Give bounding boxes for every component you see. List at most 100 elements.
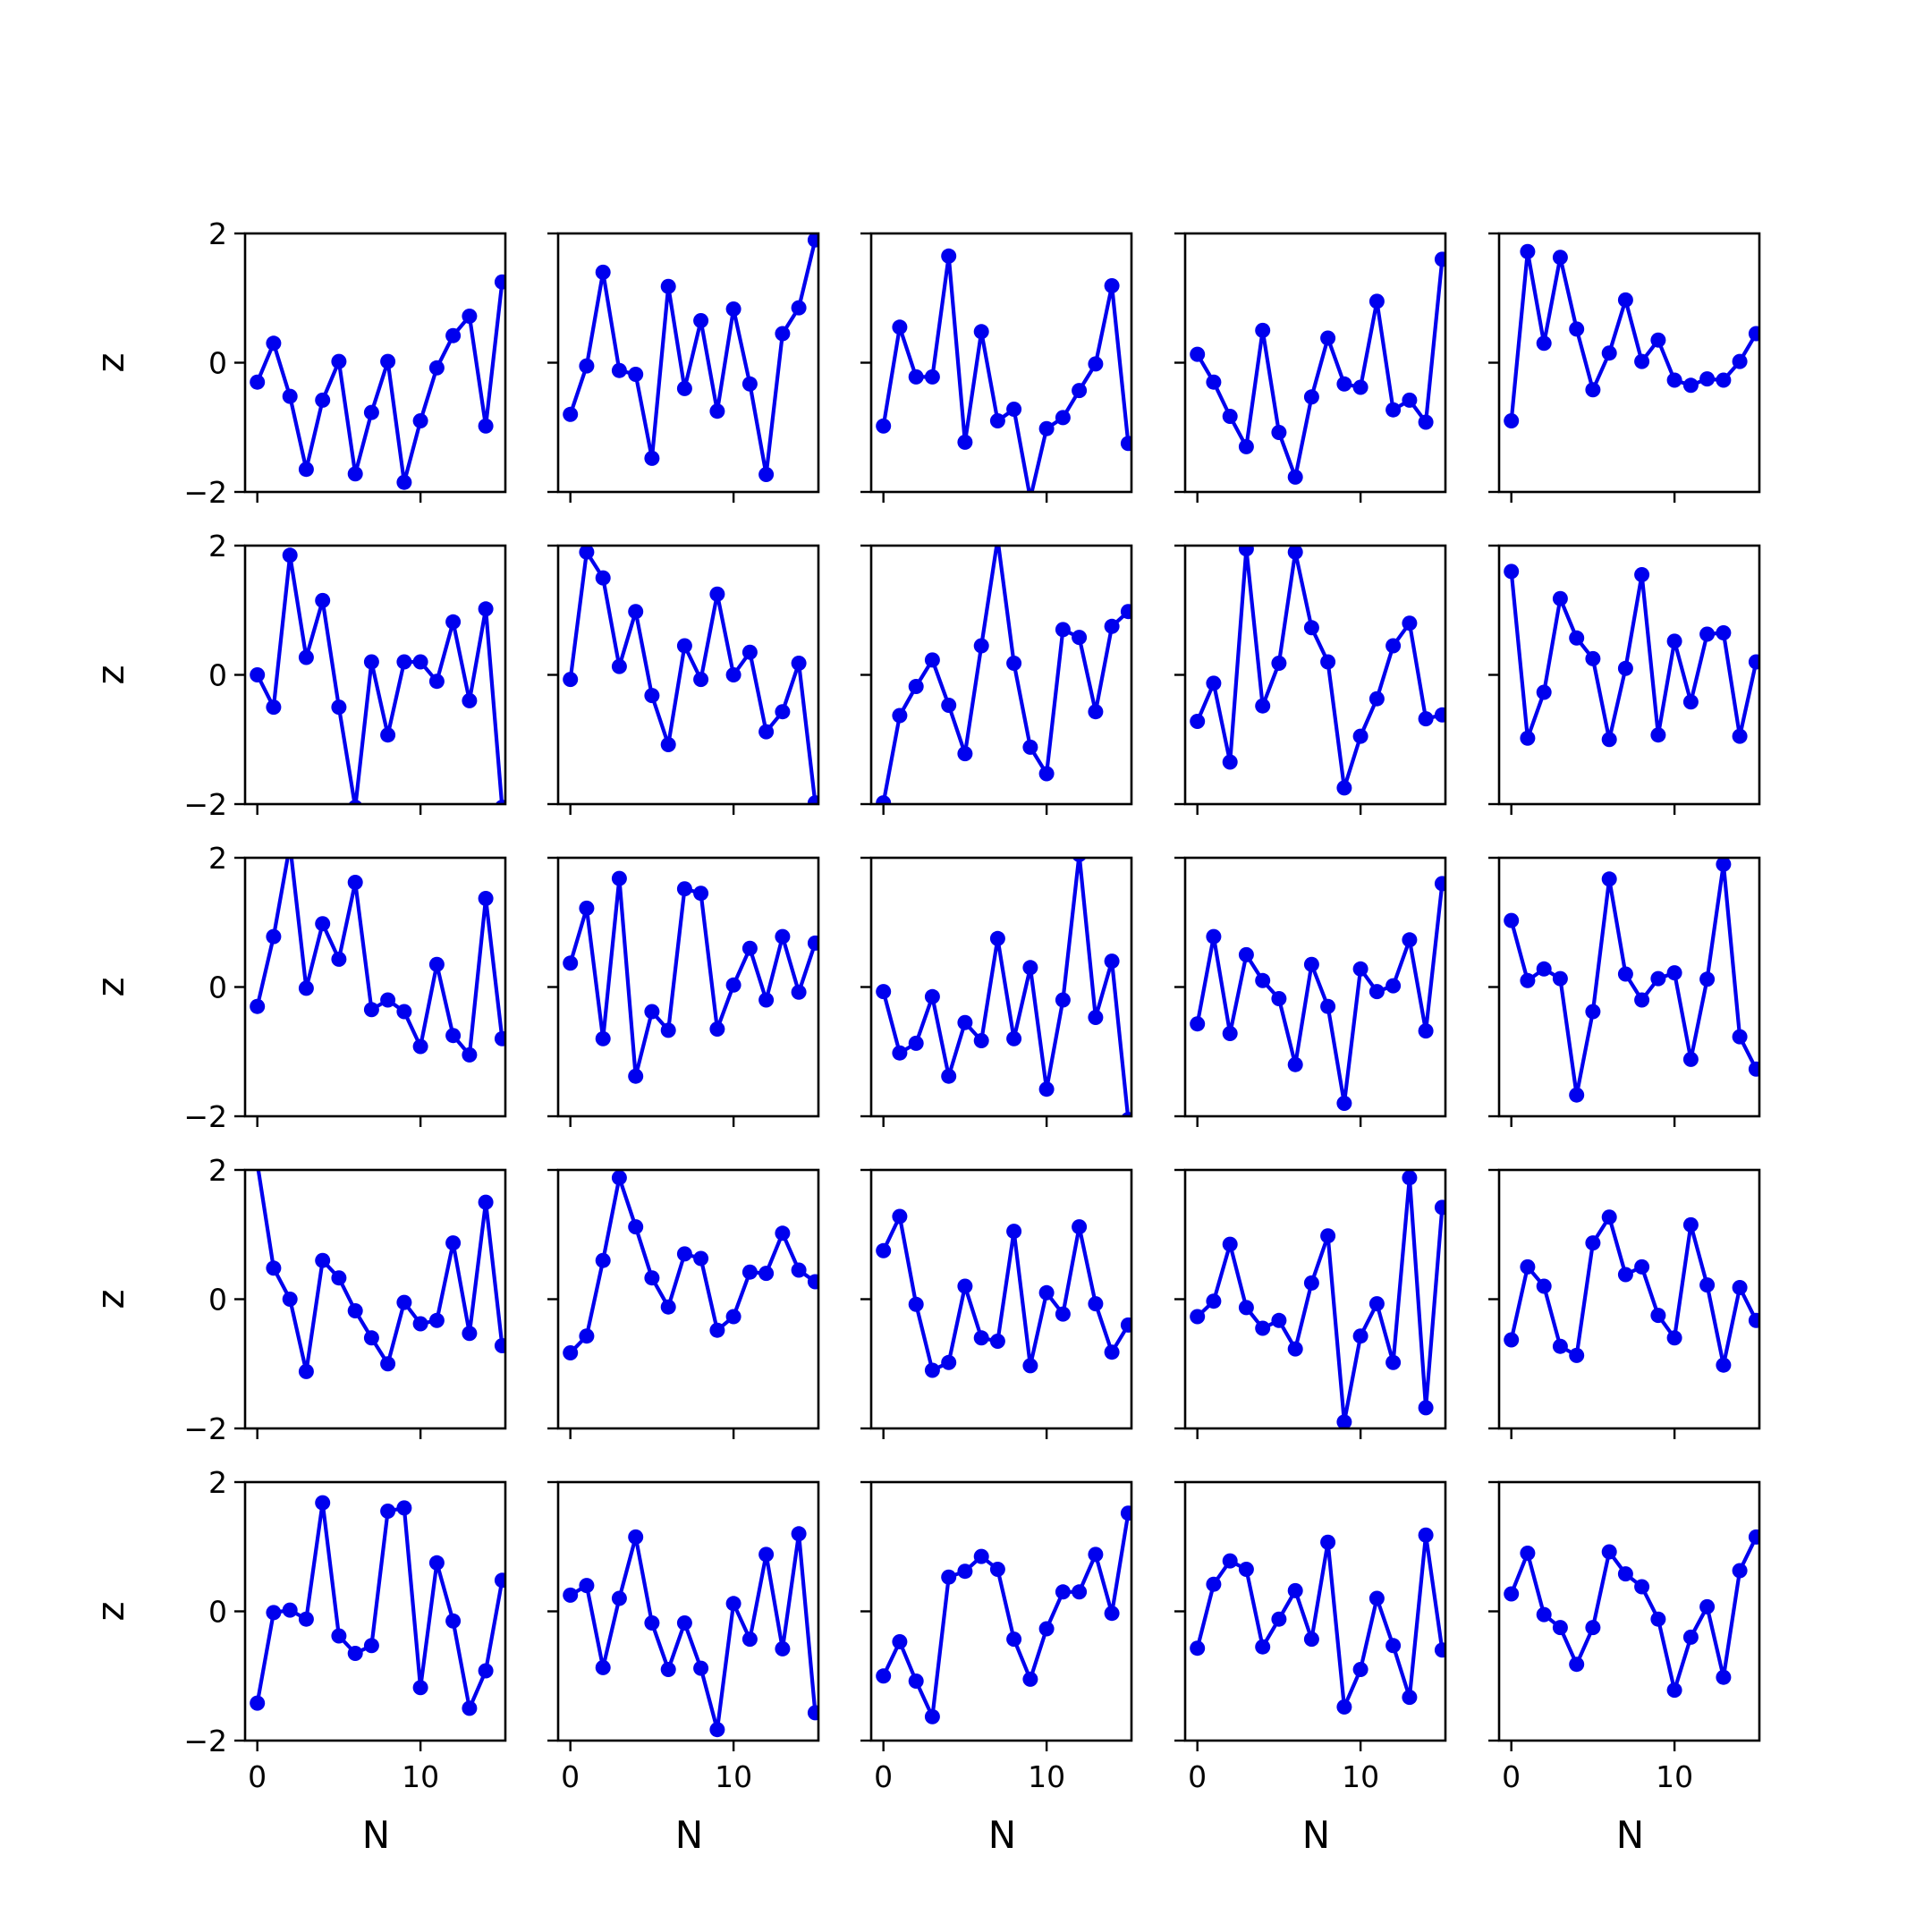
data-point [428, 1555, 445, 1571]
data-point [1748, 1312, 1759, 1328]
series-line [256, 1170, 504, 1374]
data-point [1190, 1640, 1206, 1657]
data-point [1104, 278, 1120, 293]
data-point [693, 313, 709, 328]
data-point [611, 658, 627, 674]
data-point [1716, 372, 1732, 388]
data-series [250, 1495, 505, 1716]
data-point [1352, 961, 1368, 977]
data-point [924, 369, 940, 385]
data-point [1504, 564, 1520, 580]
series-line [1509, 1215, 1758, 1368]
data-point [1006, 656, 1022, 671]
data-point [315, 916, 331, 932]
data-point [1104, 1344, 1120, 1360]
data-point [1732, 353, 1748, 369]
series-line [881, 1513, 1131, 1719]
data-point [445, 1028, 462, 1044]
y-tick-label: −2 [183, 1411, 227, 1446]
data-point [1336, 376, 1352, 392]
y-tick-label: −2 [183, 787, 227, 822]
data-series [1190, 251, 1445, 485]
x-tick-label: 0 [561, 1759, 580, 1794]
data-point [1617, 1267, 1633, 1283]
data-point [1666, 633, 1682, 649]
data-point [973, 1330, 989, 1346]
data-point [1520, 730, 1536, 746]
data-point [1418, 1023, 1434, 1039]
data-point [1402, 1170, 1418, 1186]
data-series [1504, 1209, 1759, 1373]
data-point [791, 1262, 807, 1278]
data-point [494, 1338, 505, 1353]
data-point [725, 1309, 741, 1325]
series-line [255, 553, 504, 804]
data-point [741, 1631, 758, 1648]
data-point [807, 1274, 818, 1290]
x-tick-label: 10 [1028, 1759, 1065, 1794]
series-line [1509, 250, 1758, 421]
data-point [1504, 413, 1520, 428]
subplot-r5-c4: 0 10 N [1174, 1480, 1447, 1857]
data-point [1320, 1228, 1336, 1244]
data-point [709, 1322, 725, 1338]
data-point [758, 992, 775, 1008]
data-point [579, 1578, 595, 1594]
data-point [1385, 978, 1402, 994]
data-point [1271, 1312, 1287, 1328]
x-tick-label: 0 [1188, 1759, 1207, 1794]
data-series [1504, 243, 1759, 428]
data-point [1601, 345, 1617, 361]
y-axis-label: z [89, 1601, 132, 1621]
subplot-r3-c1: −2 0 2 z [89, 841, 507, 1134]
data-point [1238, 1562, 1254, 1577]
data-point [1120, 436, 1131, 452]
data-series [563, 546, 818, 804]
data-point [876, 1668, 892, 1684]
data-point [628, 1219, 644, 1235]
data-point [989, 1562, 1005, 1577]
data-point [676, 1615, 692, 1631]
data-point [1206, 1576, 1222, 1592]
data-point [1520, 972, 1536, 988]
x-tick-label: 10 [402, 1759, 439, 1794]
data-point [412, 654, 428, 670]
y-tick-label: 2 [208, 1153, 227, 1188]
data-point [315, 392, 331, 408]
data-point [1006, 1030, 1022, 1046]
data-point [1255, 698, 1271, 714]
data-point [791, 300, 807, 316]
data-point [396, 1500, 412, 1516]
data-point [315, 1495, 331, 1511]
data-point [1569, 1657, 1585, 1673]
data-point [908, 1035, 924, 1051]
data-point [1418, 1527, 1434, 1543]
data-series [250, 547, 505, 804]
data-point [1601, 1544, 1617, 1560]
x-tick-label: 10 [1656, 1759, 1693, 1794]
data-series [250, 858, 505, 1063]
data-point [1206, 374, 1222, 390]
data-point [1287, 1582, 1303, 1598]
data-point [1320, 1534, 1336, 1550]
data-point [595, 264, 611, 280]
data-point [1434, 251, 1445, 267]
data-point [563, 672, 579, 688]
data-point [396, 654, 412, 670]
data-point [1716, 625, 1732, 640]
data-point [1504, 1332, 1520, 1348]
data-point [693, 672, 709, 688]
data-point [380, 1356, 396, 1372]
data-point [494, 1030, 505, 1046]
data-point [1222, 754, 1238, 770]
data-point [1088, 1296, 1104, 1312]
data-point [892, 319, 908, 335]
data-point [1303, 956, 1319, 972]
subplot-r4-c1: −2 0 2 z [89, 1153, 507, 1446]
data-point [412, 1038, 428, 1055]
data-series [876, 858, 1131, 1116]
data-series [876, 1208, 1131, 1378]
data-point [876, 984, 892, 1000]
data-point [1303, 1631, 1319, 1648]
data-point [1617, 966, 1633, 982]
